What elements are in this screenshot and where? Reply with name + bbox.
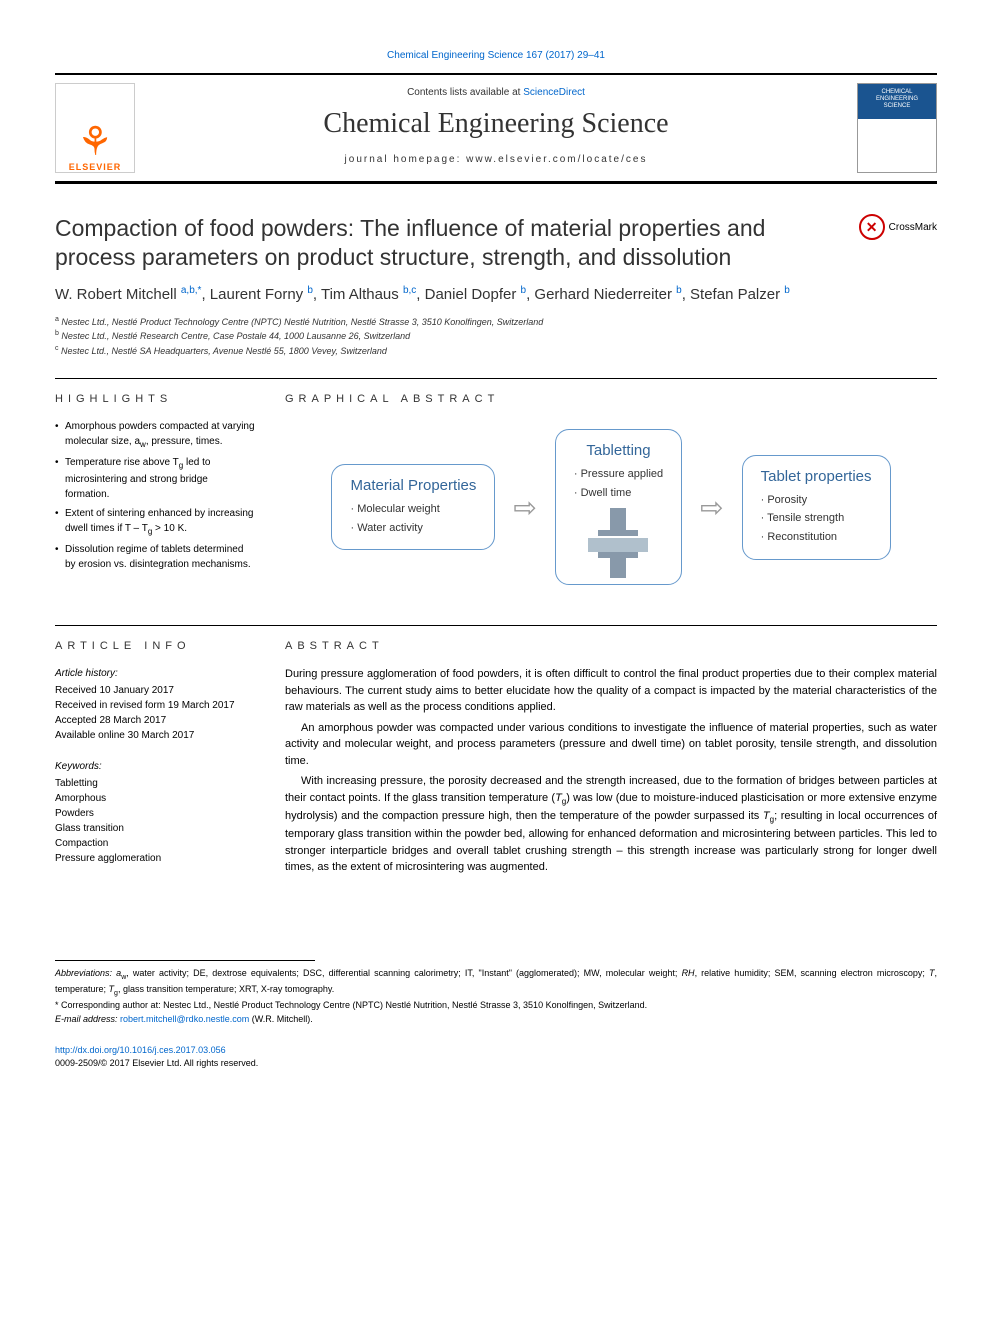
- keyword: Amorphous: [55, 791, 255, 806]
- highlight-item: Dissolution regime of tablets determined…: [55, 542, 255, 572]
- highlight-item: Extent of sintering enhanced by increasi…: [55, 506, 255, 538]
- history-line: Received 10 January 2017: [55, 683, 255, 698]
- affiliation-line: a Nestec Ltd., Nestlé Product Technology…: [55, 315, 937, 330]
- abstract-heading: ABSTRACT: [285, 640, 937, 652]
- abstract-text: During pressure agglomeration of food po…: [285, 666, 937, 875]
- affiliation-line: c Nestec Ltd., Nestlé SA Headquarters, A…: [55, 344, 937, 359]
- keyword: Compaction: [55, 836, 255, 851]
- keyword: Tabletting: [55, 776, 255, 791]
- tablet-press-icon: [588, 508, 648, 578]
- affiliation-line: b Nestec Ltd., Nestlé Research Centre, C…: [55, 329, 937, 344]
- ga-list-item: Dwell time: [574, 484, 663, 503]
- ga-box-tabletting: Tabletting Pressure appliedDwell time: [555, 429, 682, 585]
- history-line: Received in revised form 19 March 2017: [55, 698, 255, 713]
- keywords-block: Keywords: TablettingAmorphousPowdersGlas…: [55, 759, 255, 866]
- ga-box-tablet-properties: Tablet properties PorosityTensile streng…: [742, 455, 891, 560]
- authors: W. Robert Mitchell a,b,*, Laurent Forny …: [55, 284, 937, 305]
- keyword: Powders: [55, 806, 255, 821]
- crossmark-icon: ✕: [859, 214, 885, 240]
- keyword: Pressure agglomeration: [55, 851, 255, 866]
- keyword: Glass transition: [55, 821, 255, 836]
- highlights-heading: HIGHLIGHTS: [55, 393, 255, 405]
- contents-line: Contents lists available at ScienceDirec…: [147, 87, 845, 98]
- abstract-paragraph: An amorphous powder was compacted under …: [285, 720, 937, 770]
- ga-list-item: Water activity: [350, 519, 476, 538]
- highlight-item: Amorphous powders compacted at varying m…: [55, 419, 255, 451]
- doi-block: http://dx.doi.org/10.1016/j.ces.2017.03.…: [55, 1044, 937, 1069]
- abstract-paragraph: With increasing pressure, the porosity d…: [285, 773, 937, 875]
- email-link[interactable]: robert.mitchell@rdko.nestle.com: [120, 1014, 249, 1024]
- ga-list-item: Pressure applied: [574, 465, 663, 484]
- journal-header: ⚘ ELSEVIER Contents lists available at S…: [55, 73, 937, 173]
- abstract-paragraph: During pressure agglomeration of food po…: [285, 666, 937, 716]
- ga-list-item: Tensile strength: [761, 509, 872, 528]
- elsevier-logo[interactable]: ⚘ ELSEVIER: [55, 83, 135, 173]
- history-line: Accepted 28 March 2017: [55, 713, 255, 728]
- elsevier-tree-icon: ⚘: [77, 122, 113, 162]
- ga-list-item: Reconstitution: [761, 528, 872, 547]
- graphical-abstract-diagram: Material Properties Molecular weightWate…: [285, 419, 937, 605]
- arrow-icon: ⇨: [513, 491, 536, 524]
- history-line: Available online 30 March 2017: [55, 728, 255, 743]
- paper-title: Compaction of food powders: The influenc…: [55, 214, 847, 272]
- graphical-abstract-heading: GRAPHICAL ABSTRACT: [285, 393, 937, 405]
- article-info-heading: ARTICLE INFO: [55, 640, 255, 652]
- publisher-name: ELSEVIER: [69, 162, 122, 172]
- journal-name: Chemical Engineering Science: [147, 108, 845, 140]
- journal-cover-thumb[interactable]: CHEMICAL ENGINEERING SCIENCE: [857, 83, 937, 173]
- highlight-item: Temperature rise above Tg led to microsi…: [55, 455, 255, 502]
- crossmark-badge[interactable]: ✕ CrossMark: [859, 214, 937, 240]
- doi-link[interactable]: http://dx.doi.org/10.1016/j.ces.2017.03.…: [55, 1045, 226, 1055]
- affiliations: a Nestec Ltd., Nestlé Product Technology…: [55, 315, 937, 359]
- homepage-line: journal homepage: www.elsevier.com/locat…: [147, 154, 845, 165]
- article-history: Article history: Received 10 January 201…: [55, 666, 255, 743]
- sciencedirect-link[interactable]: ScienceDirect: [523, 87, 585, 98]
- homepage-url[interactable]: www.elsevier.com/locate/ces: [466, 154, 647, 165]
- ga-list-item: Porosity: [761, 491, 872, 510]
- footnotes: Abbreviations: aw, water activity; DE, d…: [55, 967, 937, 1027]
- citation-link[interactable]: Chemical Engineering Science 167 (2017) …: [55, 50, 937, 61]
- highlights-list: Amorphous powders compacted at varying m…: [55, 419, 255, 572]
- footnote-rule: [55, 960, 315, 961]
- ga-box-material: Material Properties Molecular weightWate…: [331, 464, 495, 550]
- arrow-icon: ⇨: [700, 491, 723, 524]
- header-rule: [55, 181, 937, 184]
- ga-list-item: Molecular weight: [350, 500, 476, 519]
